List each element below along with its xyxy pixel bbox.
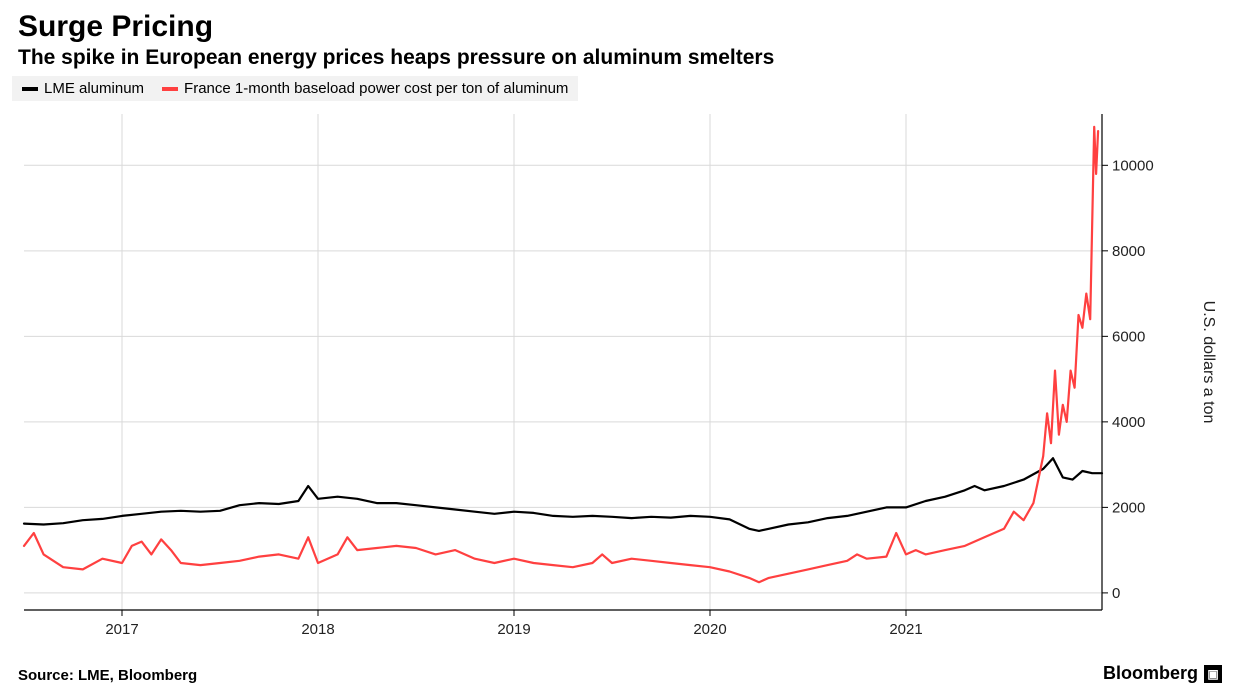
legend-swatch-france xyxy=(162,87,178,91)
svg-text:8000: 8000 xyxy=(1112,243,1145,260)
svg-text:10000: 10000 xyxy=(1112,157,1154,174)
legend-label-france: France 1-month baseload power cost per t… xyxy=(184,80,568,97)
legend-label-lme: LME aluminum xyxy=(44,80,144,97)
svg-text:4000: 4000 xyxy=(1112,414,1145,431)
brand-glyph-icon: ▣ xyxy=(1204,665,1222,683)
legend-item-lme: LME aluminum xyxy=(22,80,144,97)
legend: LME aluminum France 1-month baseload pow… xyxy=(12,76,578,101)
legend-swatch-lme xyxy=(22,87,38,91)
svg-text:6000: 6000 xyxy=(1112,328,1145,345)
chart-plot-area: 0 2000 4000 6000 8000 10000 U.S. dollars a ton… xyxy=(18,110,1222,650)
chart-container: Surge Pricing The spike in European ener… xyxy=(0,0,1240,696)
svg-text:U.S. dollars a ton: U.S. dollars a ton xyxy=(1200,301,1217,424)
svg-text:2017: 2017 xyxy=(105,621,138,638)
svg-text:2019: 2019 xyxy=(497,621,530,638)
svg-text:0: 0 xyxy=(1112,585,1120,602)
svg-text:2018: 2018 xyxy=(301,621,334,638)
svg-text:2020: 2020 xyxy=(693,621,726,638)
svg-text:2000: 2000 xyxy=(1112,499,1145,516)
brand-logo: Bloomberg ▣ xyxy=(1103,663,1222,684)
chart-svg: 0 2000 4000 6000 8000 10000 U.S. dollars a ton… xyxy=(18,110,1222,650)
source-attribution: Source: LME, Bloomberg xyxy=(18,667,197,684)
chart-title: Surge Pricing xyxy=(18,10,1222,44)
chart-subtitle: The spike in European energy prices heap… xyxy=(18,46,1222,70)
brand-label: Bloomberg xyxy=(1103,663,1198,684)
svg-text:2021: 2021 xyxy=(889,621,922,638)
legend-item-france: France 1-month baseload power cost per t… xyxy=(162,80,568,97)
